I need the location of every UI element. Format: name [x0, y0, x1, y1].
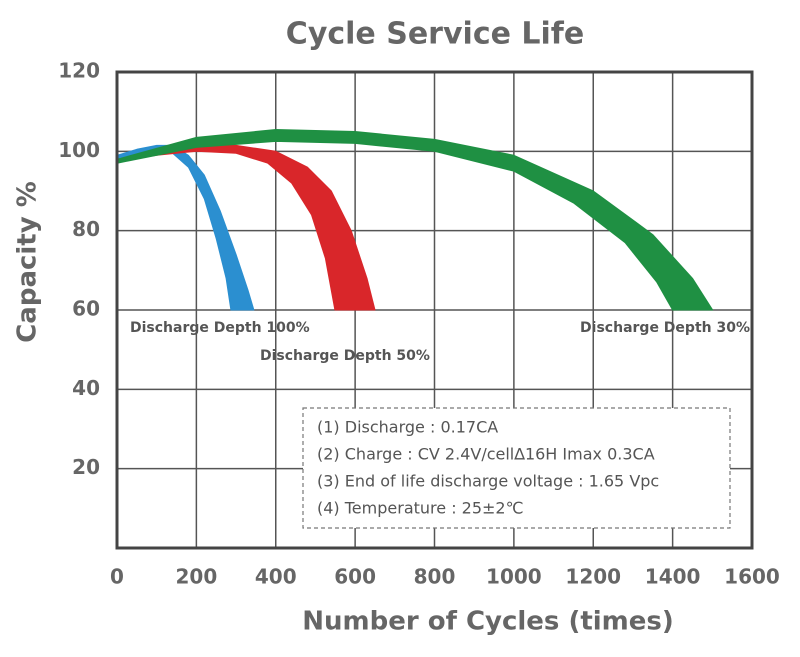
note: (2) Charge : CV 2.4V/cell∆16H Imax 0.3CA: [317, 445, 655, 464]
y-tick-label: 60: [72, 297, 100, 321]
band: [116, 144, 376, 311]
x-tick-label: 1600: [724, 565, 780, 589]
plot-frame: [115, 70, 754, 550]
note: (4) Temperature : 25±2℃: [317, 499, 524, 518]
x-tick-label: 200: [176, 565, 218, 589]
series-label: Discharge Depth 50%: [260, 348, 430, 364]
x-tick-label: 600: [334, 565, 376, 589]
band: [116, 144, 255, 311]
y-tick-label: 40: [72, 376, 100, 400]
y-tick-label: 20: [72, 455, 100, 479]
notes-box: [302, 407, 731, 529]
y-tick-label: 120: [58, 59, 100, 83]
note: (1) Discharge : 0.17CA: [317, 418, 498, 437]
x-tick-label: 400: [255, 565, 297, 589]
x-tick-label: 1000: [486, 565, 542, 589]
y-tick-label: 80: [72, 217, 100, 241]
x-tick-label: 1400: [645, 565, 701, 589]
x-tick-label: 0: [110, 565, 124, 589]
y-axis-title: Capacity %: [13, 181, 43, 343]
x-axis-title: Number of Cycles (times): [302, 607, 674, 637]
note: (3) End of life discharge voltage : 1.65…: [317, 472, 659, 491]
band: [116, 129, 714, 311]
series-label: Discharge Depth 100%: [130, 320, 310, 336]
y-tick-label: 100: [58, 138, 100, 162]
chart-title: Cycle Service Life: [286, 17, 584, 52]
x-tick-label: 800: [414, 565, 456, 589]
series-label: Discharge Depth 30%: [580, 320, 750, 336]
x-tick-label: 1200: [565, 565, 621, 589]
